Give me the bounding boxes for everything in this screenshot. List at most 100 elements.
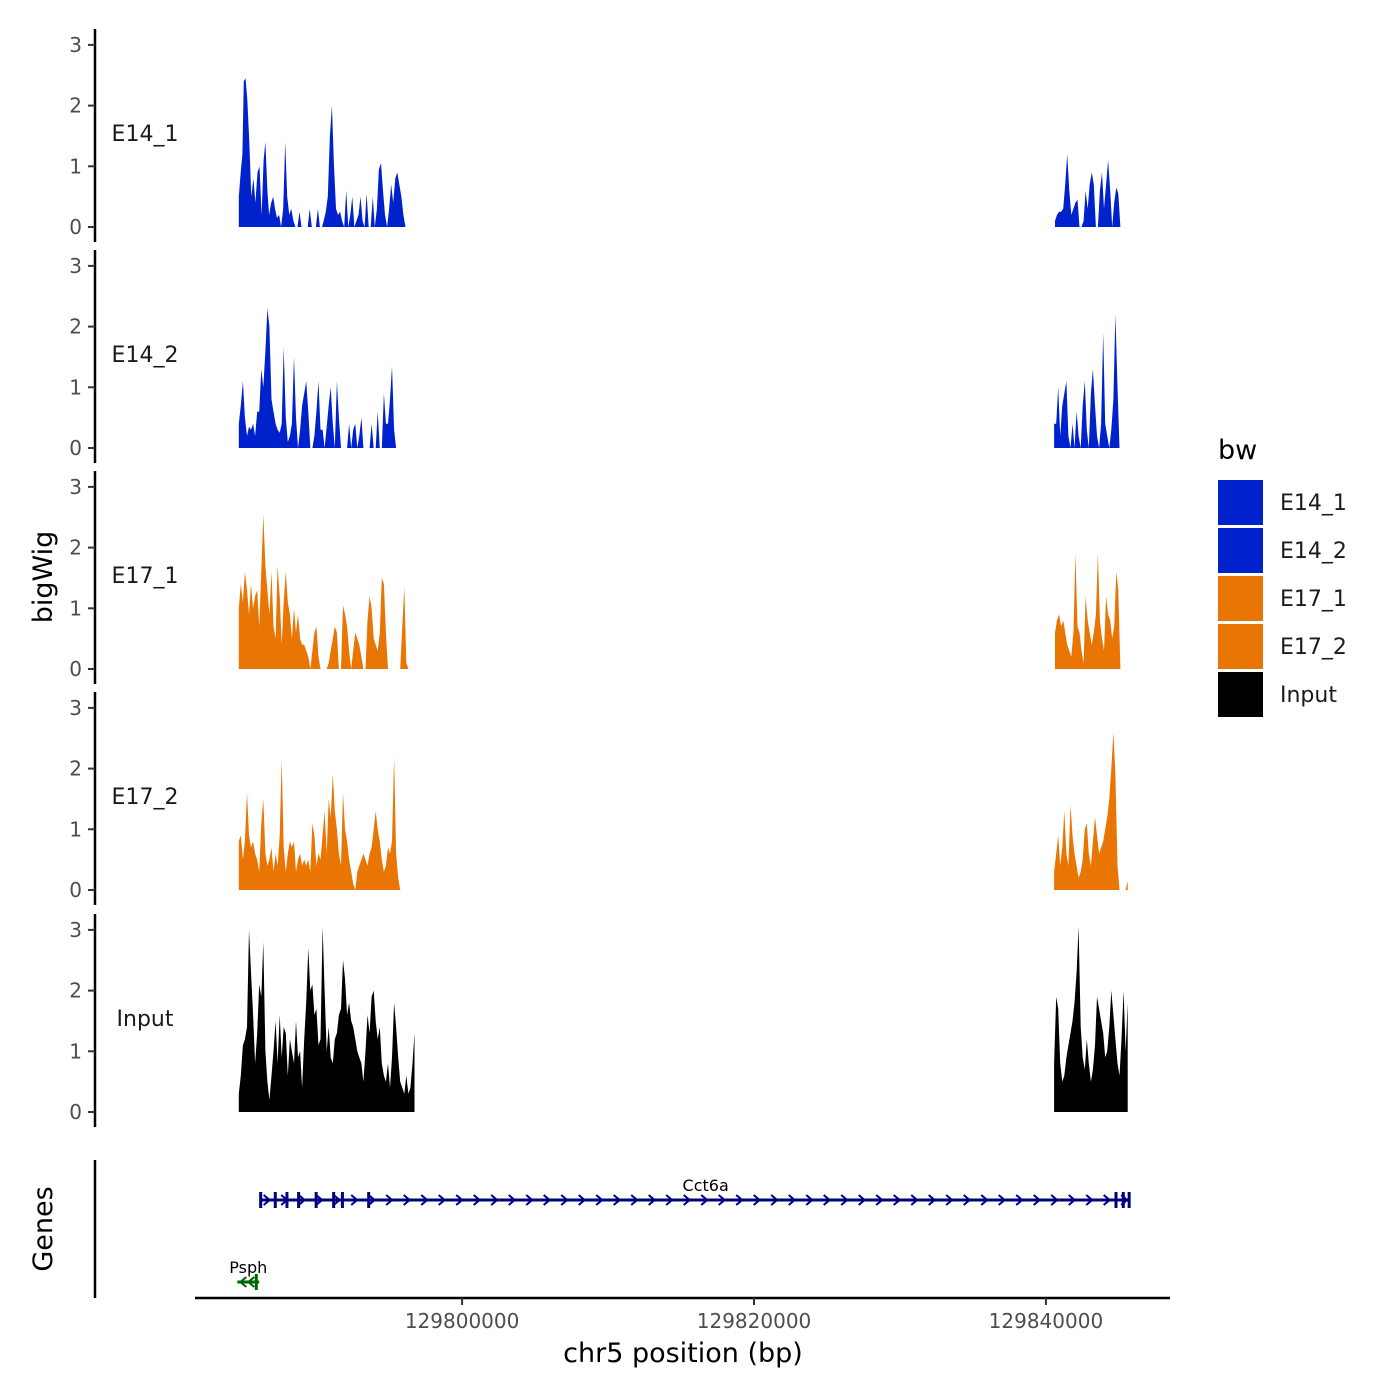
gene-Cct6a-strand-mark (490, 1194, 499, 1206)
track-E14_1-area-0 (238, 78, 416, 227)
gene-label-Cct6a: Cct6a (683, 1176, 729, 1195)
track-E17_2-y-tick-label: 2 (69, 757, 82, 781)
track-Input-area-1 (1054, 926, 1128, 1112)
track-E17_2-y-tick-label: 0 (69, 878, 82, 902)
track-E14_1-y-tick-label: 2 (69, 94, 82, 118)
gene-Cct6a-strand-mark (648, 1194, 657, 1206)
signal-tracks: 0 1 2 3 E14_1 0 1 2 3 E14_2 0 1 2 3 E17_1 0 1 2 3 E17_2 0 1 2 3… (69, 29, 1128, 1127)
gene-Cct6a-strand-mark (385, 1194, 394, 1206)
gene-Cct6a-strand-mark (1103, 1194, 1112, 1206)
gene-Cct6a-strand-mark (683, 1194, 692, 1206)
track-E17_1-y-tick-label: 1 (69, 596, 82, 620)
track-E14_2: 0 1 2 3 E14_2 (69, 250, 1128, 463)
gene-Cct6a-strand-mark (823, 1194, 832, 1206)
track-E17_1-area-1 (1055, 553, 1127, 669)
gene-Cct6a: Cct6a (259, 1176, 1131, 1208)
gene-Cct6a-strand-mark (263, 1194, 272, 1206)
legend-label-E17_1: E17_1 (1280, 587, 1347, 612)
track-E17_2-area-1 (1054, 732, 1128, 890)
track-E14_1: 0 1 2 3 E14_1 (69, 29, 1127, 242)
gene-Cct6a-strand-mark (368, 1194, 377, 1206)
gene-Cct6a-strand-mark (700, 1194, 709, 1206)
gene-Cct6a-strand-mark (893, 1194, 902, 1206)
gene-Cct6a-strand-mark (963, 1194, 972, 1206)
legend-title: bw (1218, 435, 1257, 466)
track-E14_2-area-1 (1054, 314, 1128, 448)
track-E17_1: 0 1 2 3 E17_1 (69, 471, 1127, 684)
legend-swatch-E17_1 (1218, 576, 1263, 621)
track-label-Input: Input (117, 1007, 174, 1032)
gene-label-Psph: Psph (229, 1258, 267, 1277)
gene-Cct6a-strand-mark (578, 1194, 587, 1206)
track-E14_1-area-1 (1055, 154, 1127, 227)
x-tick-label: 129800000 (405, 1309, 520, 1333)
track-E14_2-y-tick-label: 0 (69, 436, 82, 460)
gene-Cct6a-strand-mark (805, 1194, 814, 1206)
gene-Cct6a-strand-mark (455, 1194, 464, 1206)
track-E17_1-y-tick-label: 2 (69, 536, 82, 560)
gene-Cct6a-strand-mark (840, 1194, 849, 1206)
track-E14_2-area-0 (238, 308, 413, 448)
track-label-E14_1: E14_1 (112, 122, 179, 147)
track-Input-y-tick-label: 1 (69, 1039, 82, 1063)
gene-Cct6a-strand-mark (735, 1194, 744, 1206)
gene-Cct6a-strand-mark (665, 1194, 674, 1206)
gene-Cct6a-strand-mark (298, 1194, 307, 1206)
x-tick-label: 129820000 (697, 1309, 812, 1333)
legend-label-E14_1: E14_1 (1280, 491, 1347, 516)
gene-Cct6a-strand-mark (420, 1194, 429, 1206)
legend-swatch-Input (1218, 672, 1263, 717)
gene-Cct6a-strand-mark (508, 1194, 517, 1206)
track-E17_2: 0 1 2 3 E17_2 (69, 692, 1128, 905)
track-Input-y-tick-label: 2 (69, 979, 82, 1003)
track-Input-y-tick-label: 0 (69, 1100, 82, 1124)
gene-Cct6a-strand-mark (315, 1194, 324, 1206)
gene-Cct6a-strand-mark (945, 1194, 954, 1206)
legend-label-E17_2: E17_2 (1280, 635, 1347, 660)
legend-swatch-E14_2 (1218, 528, 1263, 573)
track-E14_1-y-tick-label: 1 (69, 154, 82, 178)
track-label-E14_2: E14_2 (112, 343, 179, 368)
gene-Cct6a-strand-mark (1085, 1194, 1094, 1206)
gene-Cct6a-strand-mark (753, 1194, 762, 1206)
track-E17_1-area-0 (238, 514, 415, 669)
gene-track: Cct6a Psph (93, 1160, 1131, 1298)
track-Input: 0 1 2 3 Input (69, 914, 1128, 1127)
track-label-E17_1: E17_1 (112, 564, 179, 589)
gene-Psph-strand-mark (238, 1276, 247, 1288)
track-E17_2-y-tick-label: 3 (69, 696, 82, 720)
gene-Cct6a-strand-mark (875, 1194, 884, 1206)
gene-Cct6a-strand-mark (998, 1194, 1007, 1206)
gene-Cct6a-strand-mark (928, 1194, 937, 1206)
gene-Cct6a-strand-mark (858, 1194, 867, 1206)
gene-Cct6a-strand-mark (630, 1194, 639, 1206)
track-label-E17_2: E17_2 (112, 785, 179, 810)
gene-Cct6a-strand-mark (525, 1194, 534, 1206)
gene-Cct6a-strand-mark (333, 1194, 342, 1206)
track-E14_1-y-tick-label: 3 (69, 33, 82, 57)
gene-Cct6a-strand-mark (560, 1194, 569, 1206)
gene-Cct6a-strand-mark (613, 1194, 622, 1206)
gene-Cct6a-strand-mark (543, 1194, 552, 1206)
legend: bw E14_1 E14_2 E17_1 E17_2 Input (1218, 435, 1347, 717)
gene-Psph: Psph (229, 1258, 267, 1290)
gene-Psph-strand-mark (246, 1276, 255, 1288)
legend-swatch-E17_2 (1218, 624, 1263, 669)
gene-Cct6a-strand-mark (1033, 1194, 1042, 1206)
track-E14_2-y-tick-label: 1 (69, 375, 82, 399)
legend-label-E14_2: E14_2 (1280, 539, 1347, 564)
track-E14_2-y-tick-label: 3 (69, 254, 82, 278)
gene-Cct6a-strand-mark (1050, 1194, 1059, 1206)
gene-Cct6a-strand-mark (1015, 1194, 1024, 1206)
track-E17_2-y-tick-label: 1 (69, 817, 82, 841)
gene-Cct6a-strand-mark (788, 1194, 797, 1206)
gene-Cct6a-strand-mark (438, 1194, 447, 1206)
gene-Cct6a-strand-mark (350, 1194, 359, 1206)
x-tick-label: 129840000 (989, 1309, 1104, 1333)
gene-Cct6a-strand-mark (910, 1194, 919, 1206)
gene-Cct6a-strand-mark (403, 1194, 412, 1206)
track-E17_1-y-tick-label: 3 (69, 475, 82, 499)
gene-Cct6a-strand-mark (718, 1194, 727, 1206)
gene-Cct6a-strand-mark (770, 1194, 779, 1206)
